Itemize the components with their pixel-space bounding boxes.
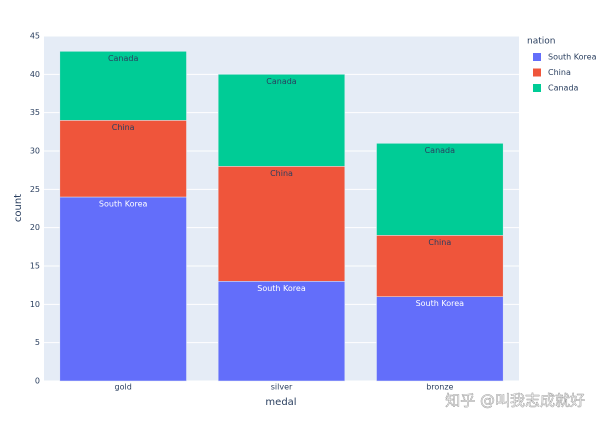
y-tick-label: 15 <box>30 262 40 271</box>
bar-label: Canada <box>266 77 297 86</box>
y-tick-label: 25 <box>30 185 40 194</box>
bar-segment <box>376 296 504 382</box>
bar-segment <box>59 120 187 198</box>
bar-label: South Korea <box>416 299 465 308</box>
bar-segment <box>217 281 346 382</box>
y-tick-label: 10 <box>30 300 40 309</box>
bar-label: South Korea <box>99 200 148 209</box>
legend-title: nation <box>527 37 555 47</box>
bar-label: South Korea <box>257 284 306 293</box>
y-tick-label: 30 <box>30 147 40 156</box>
legend-swatch <box>533 53 541 61</box>
bar-segment <box>217 74 346 167</box>
bar-label: Canada <box>108 54 139 63</box>
bar-segment <box>376 235 504 297</box>
bar-label: China <box>428 238 451 247</box>
y-axis-title: count <box>13 194 24 222</box>
x-tick-label: gold <box>115 383 132 392</box>
legend-swatch <box>533 84 541 92</box>
bar-label: China <box>270 169 293 178</box>
legend-label: Canada <box>548 84 579 93</box>
y-tick-label: 20 <box>30 223 40 232</box>
legend-swatch <box>533 68 541 77</box>
bar-segment <box>59 196 187 382</box>
y-tick-label: 45 <box>30 32 40 41</box>
y-tick-label: 35 <box>30 108 40 117</box>
y-tick-label: 5 <box>35 338 40 347</box>
legend-label: China <box>548 68 571 77</box>
x-axis-title: medal <box>265 397 296 408</box>
y-tick-label: 40 <box>30 70 40 79</box>
bar-segment <box>376 143 504 236</box>
legend-label: South Korea <box>548 53 597 62</box>
x-tick-label: silver <box>271 383 293 392</box>
bar-label: China <box>112 123 135 132</box>
bar-segment <box>59 51 187 121</box>
watermark: 知乎 @叫我志成就好 <box>445 392 585 410</box>
x-tick-label: bronze <box>426 383 453 392</box>
bar-label: Canada <box>425 146 456 155</box>
y-tick-label: 0 <box>35 377 40 386</box>
bar-segment <box>217 166 346 282</box>
